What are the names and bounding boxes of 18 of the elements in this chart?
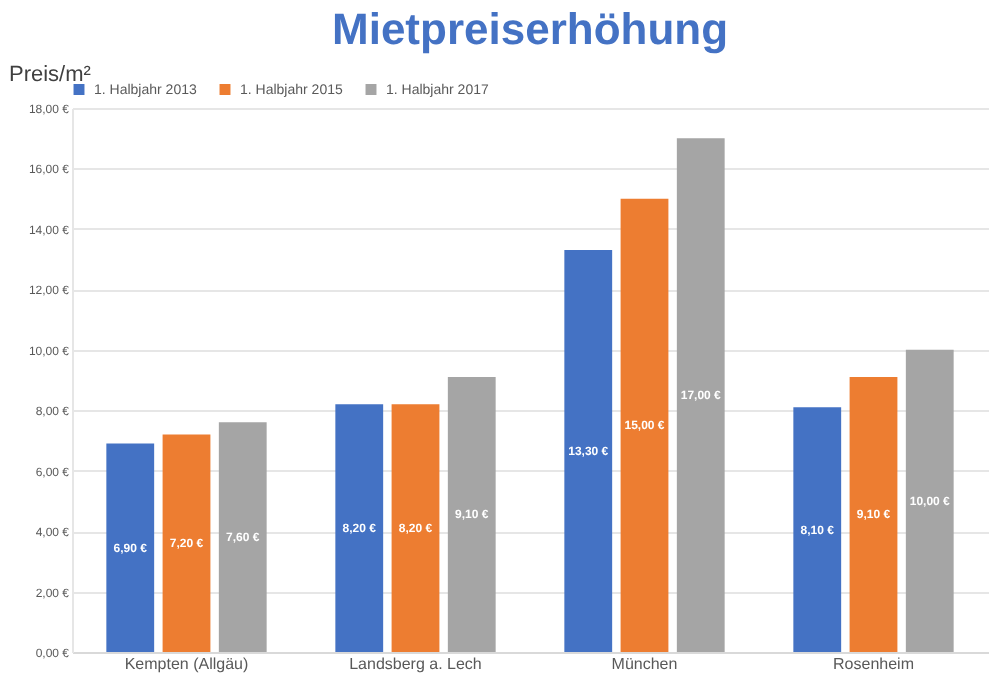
x-tick-label: Kempten (Allgäu) — [124, 655, 249, 673]
x-tick-label: Rosenheim — [833, 655, 915, 673]
bar — [620, 198, 669, 652]
bar — [335, 404, 384, 652]
bar — [447, 376, 496, 652]
bar — [793, 407, 842, 652]
bar — [849, 376, 898, 652]
bar — [905, 349, 954, 652]
bar — [218, 422, 267, 652]
y-axis-title: Preis/m² — [9, 63, 92, 87]
bar — [106, 443, 155, 652]
x-tick-label: München — [611, 655, 678, 673]
bar — [391, 404, 440, 652]
chart-title: Mietpreiserhöhung — [331, 4, 729, 54]
x-tick-label: Landsberg a. Lech — [349, 655, 482, 673]
bar — [676, 138, 725, 652]
bar — [162, 434, 211, 652]
bar — [564, 250, 613, 652]
